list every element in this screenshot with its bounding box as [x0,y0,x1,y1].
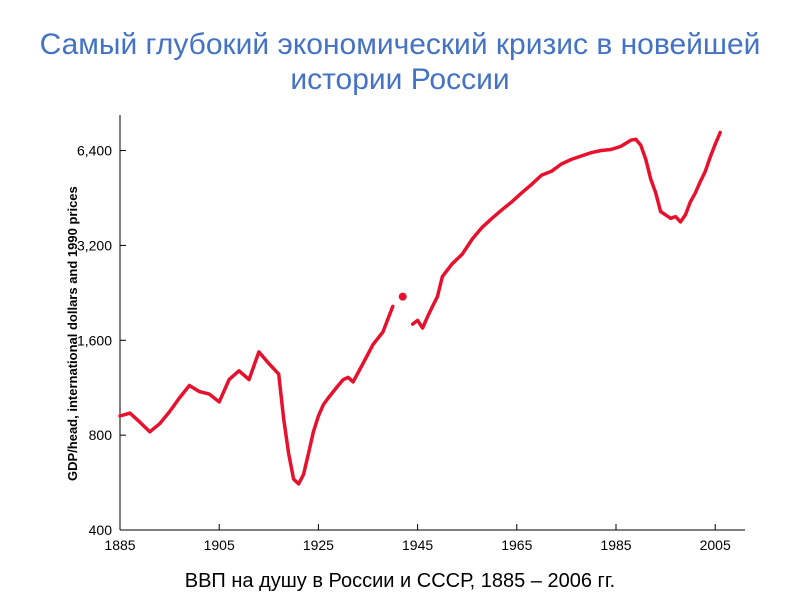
x-tick-label: 1985 [600,537,631,553]
y-axis-label: GDP/head, international dollars and 1990… [65,186,80,481]
x-tick-label: 1965 [501,537,532,553]
y-tick-label: 3,200 [77,237,112,253]
y-tick-label: 400 [89,522,113,538]
x-tick-label: 2005 [700,537,731,553]
series-dot [399,293,407,301]
x-tick-label: 1905 [204,537,235,553]
series-line [413,133,721,329]
y-tick-label: 800 [89,427,113,443]
series-line [120,306,393,484]
chart-svg: 400 800 1,600 3,200 6,400 1885 1905 1925 1945 196… [0,20,800,600]
gdp-chart: GDP/head, international dollars and 1990… [0,20,800,600]
chart-caption: ВВП на душу в России и СССР, 1885 – 2006… [0,570,800,593]
x-tick-label: 1925 [303,537,334,553]
x-tick-label: 1885 [104,537,135,553]
y-tick-label: 1,600 [77,332,112,348]
slide: Самый глубокий экономический кризис в но… [0,20,800,600]
x-tick-label: 1945 [402,537,433,553]
y-tick-label: 6,400 [77,143,112,159]
